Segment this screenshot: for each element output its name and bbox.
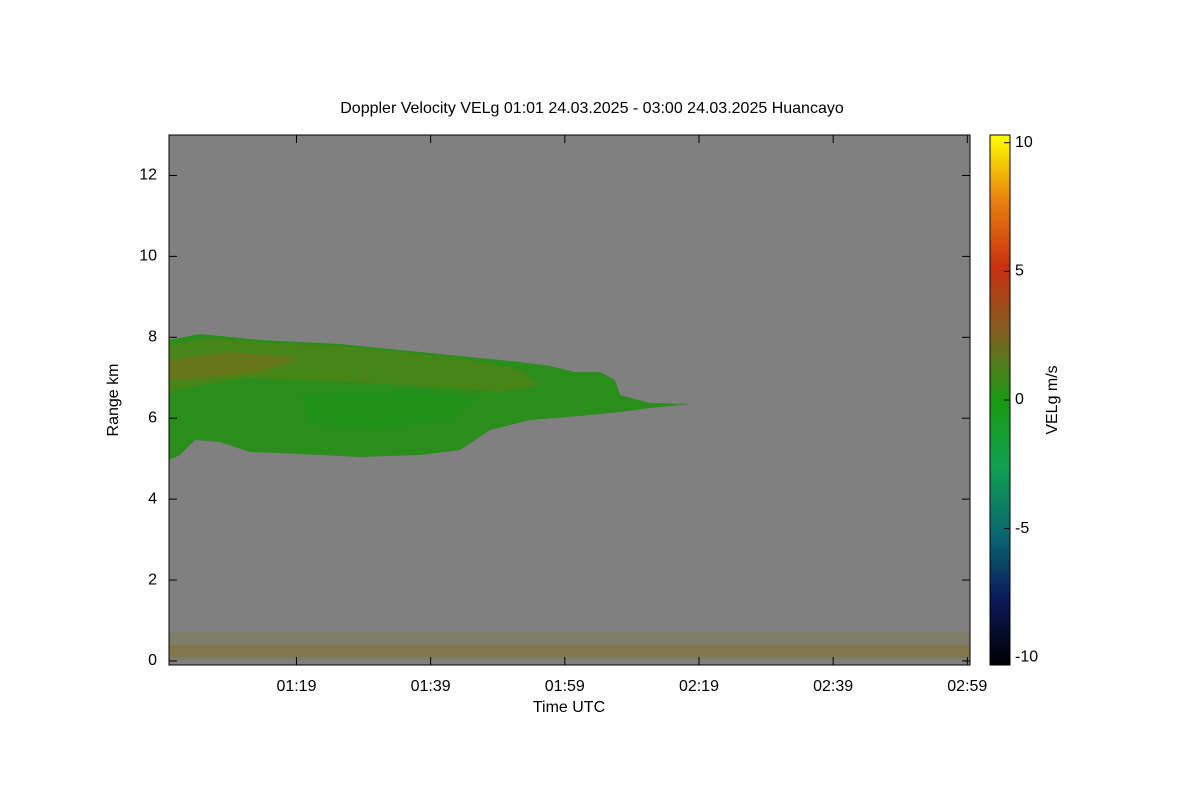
x-tick-label: 02:39 <box>813 678 853 695</box>
x-tick-label: 01:19 <box>276 678 316 695</box>
colorbar-tick-label: -5 <box>1015 520 1029 537</box>
colorbar-tick-label: 5 <box>1015 263 1024 280</box>
plot-frame <box>168 134 971 666</box>
colorbar-tick-label: -10 <box>1015 649 1038 666</box>
x-axis-label: Time UTC <box>533 699 605 716</box>
colorbar-label: VELg m/s <box>1044 365 1061 434</box>
y-tick-label: 2 <box>148 571 157 588</box>
colorbar-tick-label: 10 <box>1015 134 1033 151</box>
ground-clutter <box>169 632 970 660</box>
x-tick-label: 02:59 <box>947 678 987 695</box>
y-tick-label: 6 <box>148 409 157 426</box>
x-tick-label: 01:39 <box>411 678 451 695</box>
x-tick-label: 02:19 <box>679 678 719 695</box>
y-tick-label: 8 <box>148 329 157 346</box>
chart-title: Doppler Velocity VELg 01:01 24.03.2025 -… <box>340 100 844 117</box>
echo-region <box>169 334 690 460</box>
colorbar-tick-label: 0 <box>1015 391 1024 408</box>
x-tick-label: 01:59 <box>545 678 585 695</box>
y-tick-label: 0 <box>148 652 157 669</box>
y-axis-label: Range km <box>105 364 122 437</box>
y-tick-label: 10 <box>139 248 157 265</box>
y-tick-label: 4 <box>148 490 157 507</box>
y-tick-label: 12 <box>139 167 157 184</box>
